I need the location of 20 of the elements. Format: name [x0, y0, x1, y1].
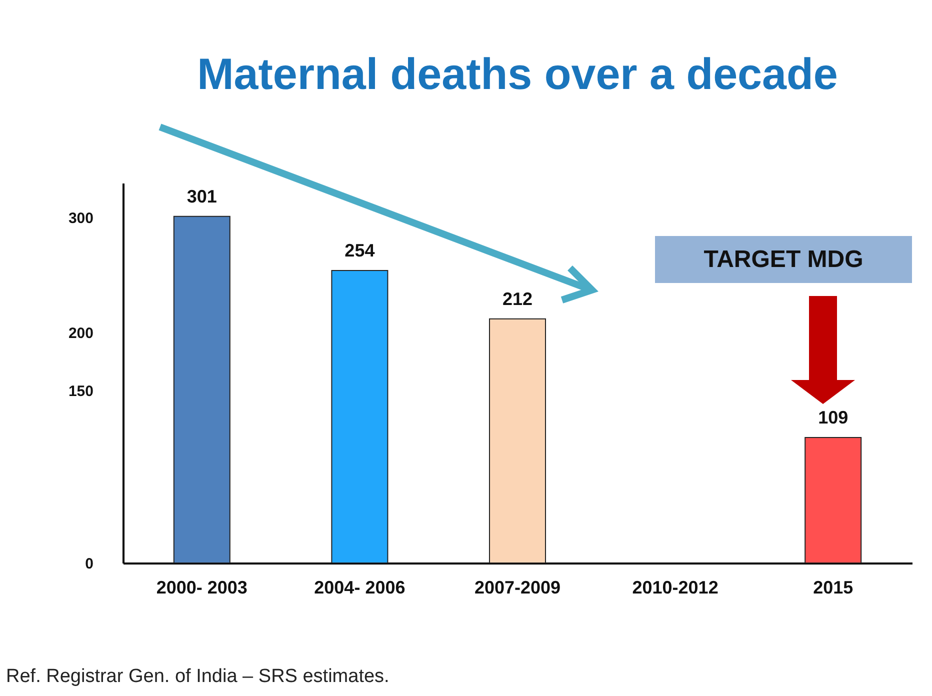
bar [173, 216, 230, 564]
text: Ref. Registrar Gen. of India – SRS estimates. [6, 666, 390, 688]
x-tick-label: 2015 [813, 578, 854, 598]
x-tick-label: 2010-2012 [632, 578, 718, 598]
x-tick-label: 2007-2009 [474, 578, 561, 598]
data-label: 212 [502, 288, 533, 309]
y-tick-label: 0 [85, 556, 94, 572]
y-tick-label: 200 [68, 325, 94, 342]
y-tick-label: 150 [68, 382, 94, 400]
x-tick-label: 2004- 2006 [314, 578, 406, 598]
x-tick-label: 2000- 2003 [156, 578, 248, 598]
bar [489, 318, 546, 564]
chart-title: Maternal deaths over a decade [197, 50, 838, 99]
data-label: 109 [818, 407, 848, 428]
y-tick-label: 300 [68, 210, 94, 228]
data-label: 254 [344, 240, 375, 261]
banner: TARGET MDG [655, 236, 912, 283]
data-label: 301 [186, 186, 217, 206]
bar [331, 270, 388, 564]
bar [804, 436, 862, 564]
